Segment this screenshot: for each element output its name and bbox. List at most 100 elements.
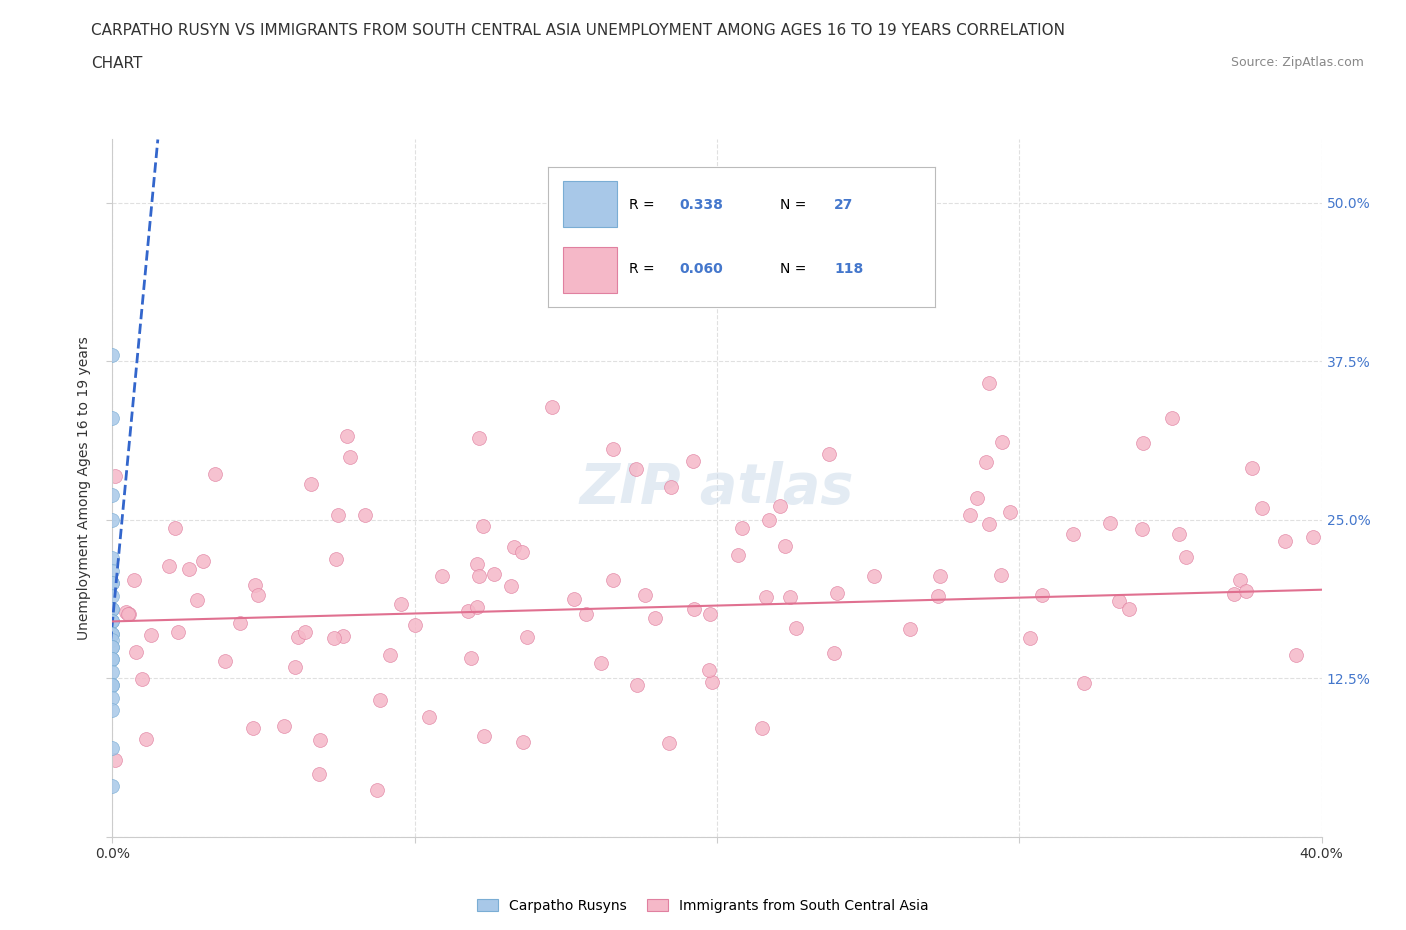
Point [929, 569, 952, 584]
Point [785, 620, 807, 635]
Legend: Carpatho Rusyns, Immigrants from South Central Asia: Carpatho Rusyns, Immigrants from South C… [471, 894, 935, 919]
Point [101, 778, 124, 793]
Point [214, 653, 236, 668]
Point [634, 588, 657, 603]
Point [460, 651, 482, 666]
Point [166, 624, 188, 639]
Point [404, 618, 426, 632]
Point [1285, 647, 1308, 662]
Point [1229, 572, 1251, 587]
Point [101, 652, 124, 667]
Point [101, 627, 124, 642]
Point [430, 568, 453, 583]
Point [979, 516, 1001, 531]
Point [101, 652, 124, 667]
Point [1223, 587, 1246, 602]
Point [898, 621, 921, 636]
Point [1234, 583, 1257, 598]
Point [366, 782, 388, 797]
Point [773, 538, 796, 553]
Point [991, 435, 1014, 450]
Point [157, 559, 180, 574]
Point [135, 732, 157, 747]
Point [731, 521, 754, 536]
Point [104, 752, 127, 767]
Point [101, 639, 124, 654]
Text: ZIP atlas: ZIP atlas [579, 461, 855, 515]
Point [101, 411, 124, 426]
Point [516, 630, 538, 644]
Point [114, 604, 136, 619]
Point [467, 431, 489, 445]
Point [1274, 533, 1296, 548]
Point [863, 568, 886, 583]
Point [1174, 550, 1197, 565]
Point [626, 677, 648, 692]
Point [974, 455, 997, 470]
Point [758, 512, 780, 527]
Point [104, 468, 127, 483]
Point [510, 545, 533, 560]
Point [1302, 529, 1324, 544]
Point [191, 553, 214, 568]
Point [101, 602, 124, 617]
Point [927, 589, 949, 604]
Point [990, 567, 1012, 582]
Point [966, 491, 988, 506]
Point [332, 629, 354, 644]
Point [683, 602, 706, 617]
Point [602, 442, 624, 457]
Point [229, 615, 252, 630]
Point [1167, 527, 1189, 542]
Point [1160, 410, 1182, 425]
Point [697, 663, 720, 678]
Point [242, 720, 264, 735]
Point [101, 512, 124, 527]
Point [308, 767, 330, 782]
Point [818, 446, 841, 461]
Point [287, 630, 309, 644]
Point [727, 548, 749, 563]
Point [457, 604, 479, 618]
Point [273, 718, 295, 733]
Point [101, 576, 124, 591]
Point [325, 551, 347, 566]
Point [699, 606, 721, 621]
Text: Source: ZipAtlas.com: Source: ZipAtlas.com [1230, 56, 1364, 69]
Point [1098, 515, 1121, 530]
Point [700, 674, 723, 689]
Point [101, 741, 124, 756]
Point [467, 600, 489, 615]
Point [1251, 500, 1274, 515]
Point [468, 569, 491, 584]
Point [101, 614, 124, 629]
Point [512, 735, 534, 750]
Point [503, 539, 526, 554]
Point [380, 647, 402, 662]
Point [139, 627, 162, 642]
Point [101, 614, 124, 629]
Point [177, 562, 200, 577]
Point [101, 589, 124, 604]
Point [418, 710, 440, 724]
Point [499, 578, 522, 593]
Point [353, 508, 375, 523]
Point [101, 627, 124, 642]
Point [827, 586, 849, 601]
Point [131, 671, 153, 686]
Point [562, 591, 585, 606]
Point [1073, 675, 1095, 690]
Point [124, 573, 146, 588]
Point [1118, 601, 1140, 616]
Point [389, 596, 412, 611]
Point [1241, 460, 1264, 475]
Point [101, 703, 124, 718]
Point [1132, 436, 1154, 451]
Point [186, 593, 208, 608]
Point [118, 606, 141, 621]
Point [540, 399, 562, 414]
Y-axis label: Unemployment Among Ages 16 to 19 years: Unemployment Among Ages 16 to 19 years [77, 337, 91, 640]
Point [751, 720, 773, 735]
Point [1018, 631, 1040, 645]
Point [309, 733, 332, 748]
